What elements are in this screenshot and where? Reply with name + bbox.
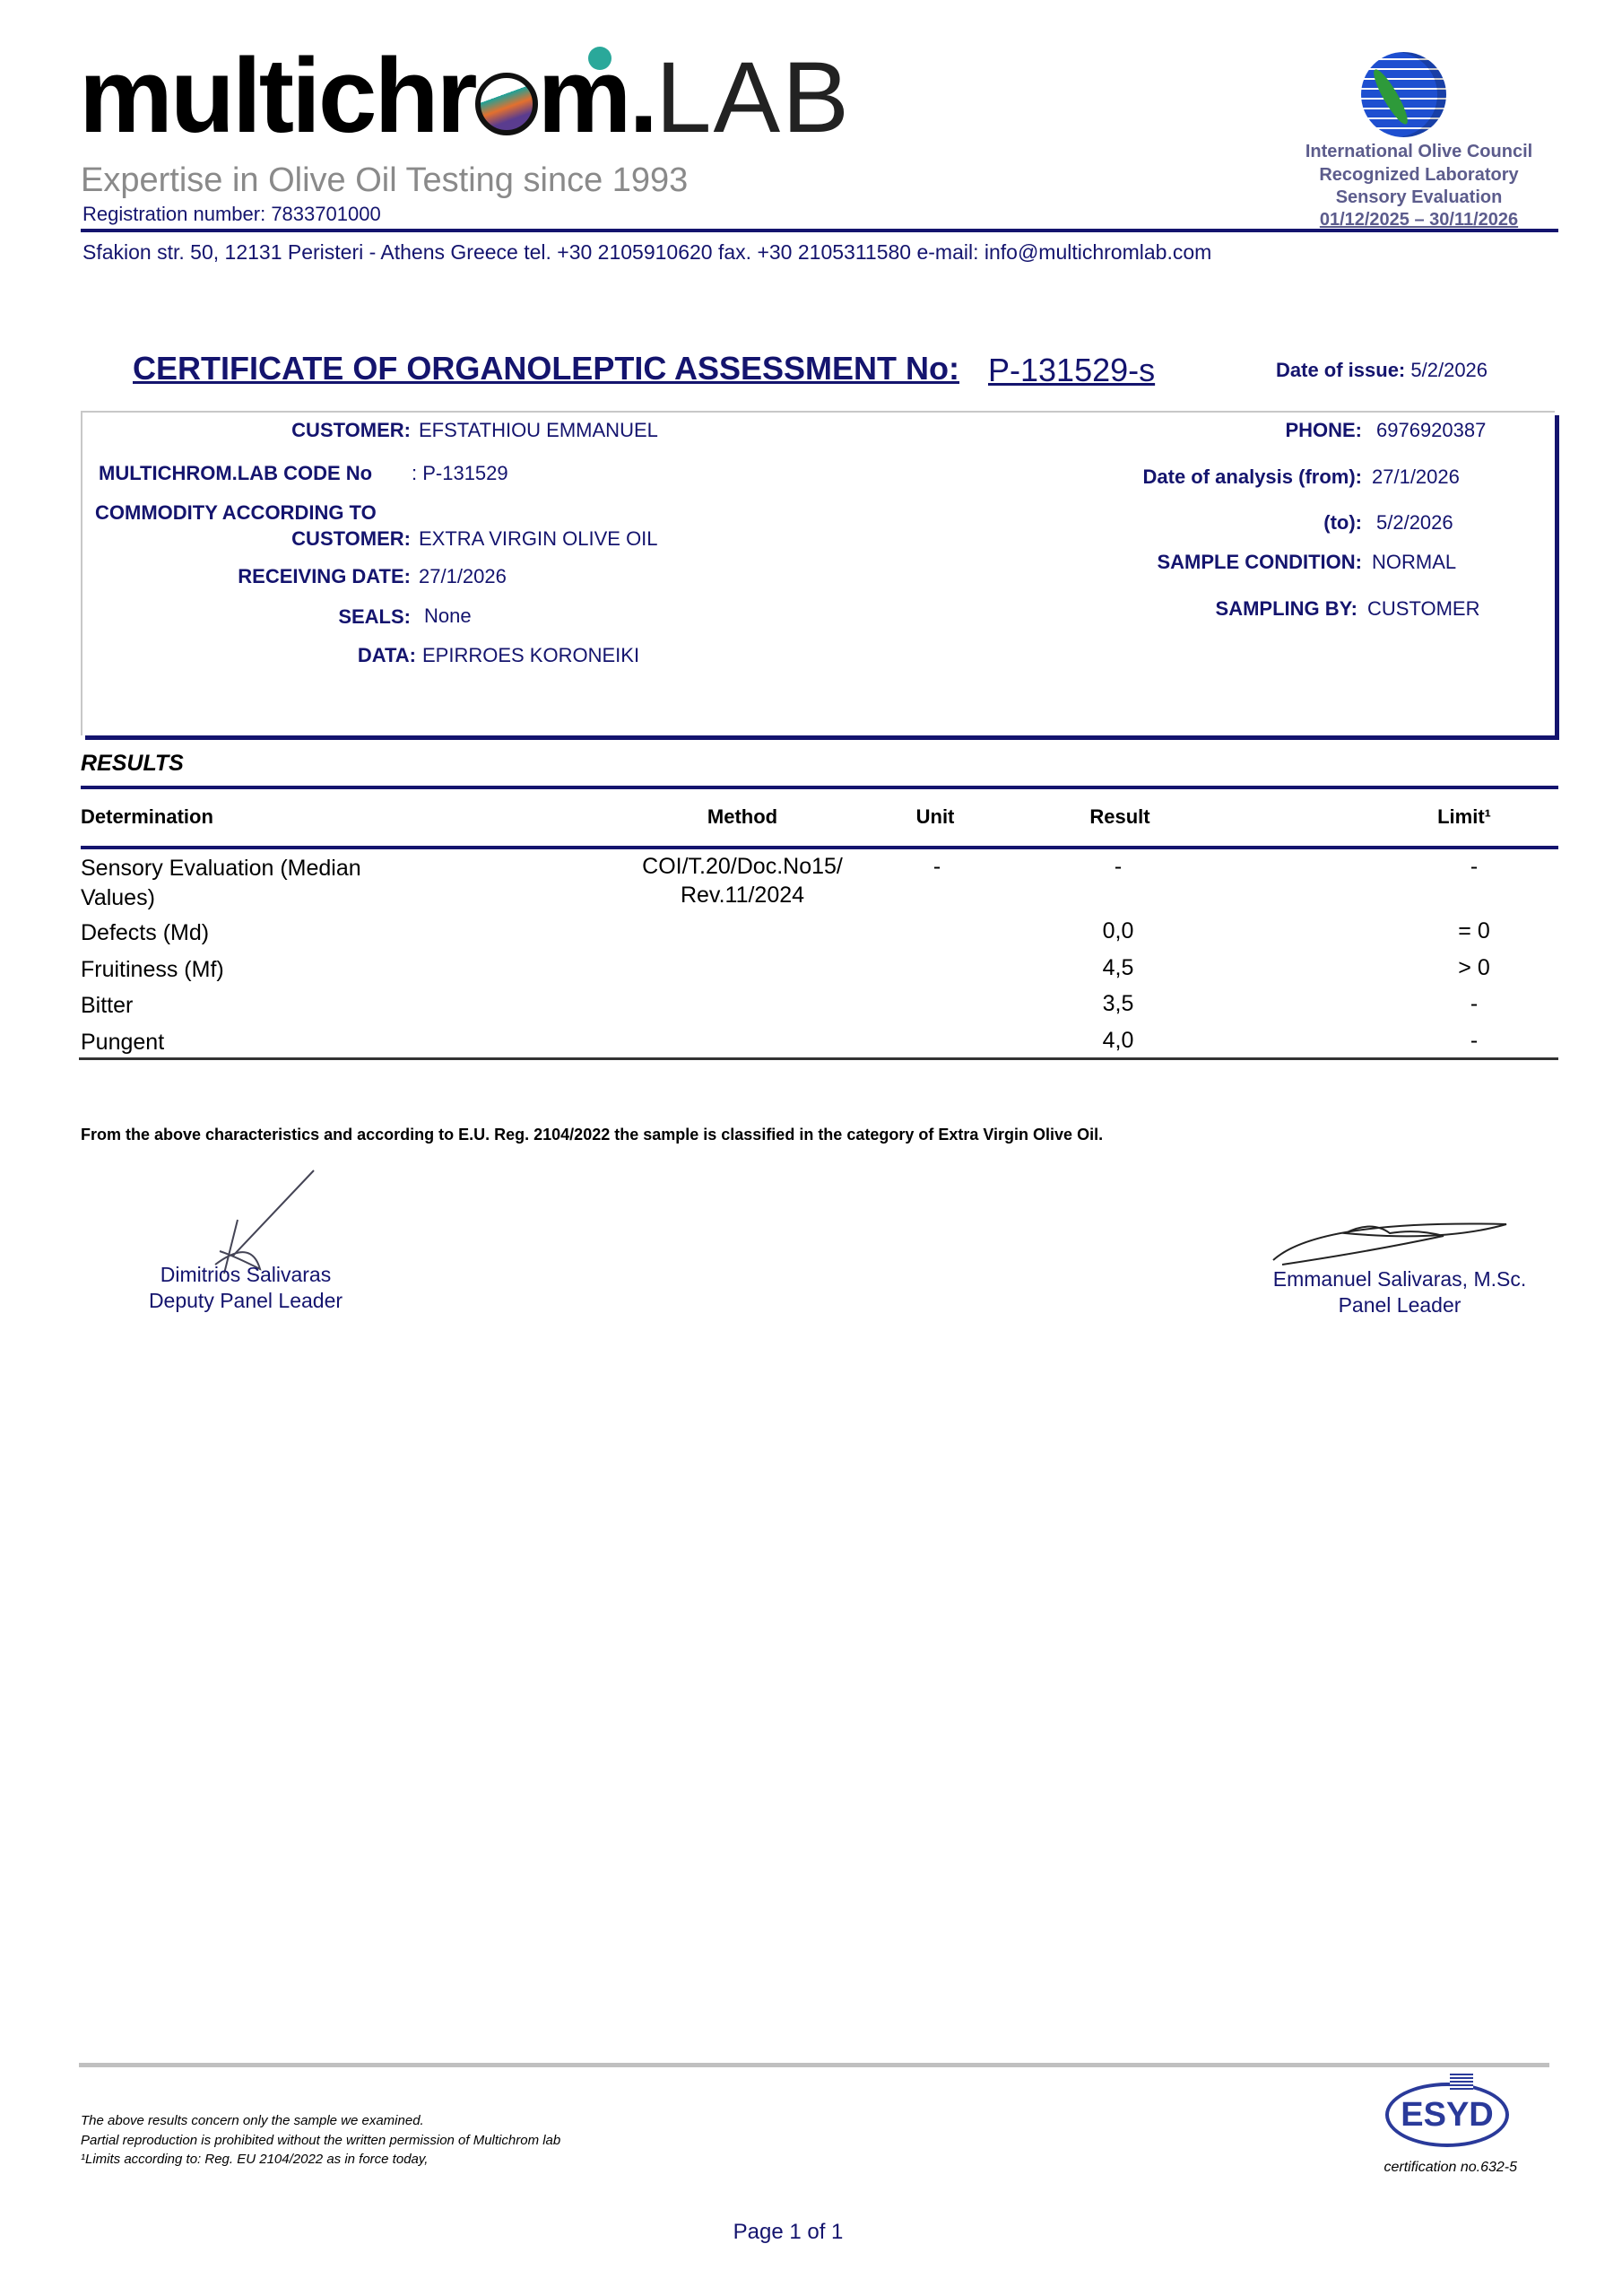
limit: > 0 xyxy=(1458,955,1490,980)
ioc-line-3: Sensory Evaluation xyxy=(1335,187,1503,207)
footer-note-3: ¹Limits according to: Reg. EU 2104/2022 … xyxy=(81,2152,429,2167)
right-signature-icon xyxy=(1272,1222,1507,1265)
phone-label: PHONE: xyxy=(1285,419,1362,441)
analysis-to-label: (to): xyxy=(1323,511,1362,534)
footer-note-1: The above results concern only the sampl… xyxy=(81,2113,424,2128)
receiving-value: 27/1/2026 xyxy=(419,565,507,587)
result: 0,0 xyxy=(1102,918,1134,944)
col-determination: Determination xyxy=(81,805,213,828)
determination-cont: Values) xyxy=(81,885,155,910)
analysis-to-value: 5/2/2026 xyxy=(1376,511,1453,534)
ioc-globe-icon xyxy=(1361,52,1446,137)
esyd-logo-icon: ESYD xyxy=(1385,2083,1509,2147)
condition-value: NORMAL xyxy=(1372,551,1457,573)
details-box xyxy=(81,411,1555,735)
seals-value: None xyxy=(424,604,472,627)
page-number: Page 1 of 1 xyxy=(733,2220,844,2244)
right-signatory-name: Emmanuel Salivaras, M.Sc. xyxy=(1272,1267,1527,1291)
certificate-number: P-131529-s xyxy=(988,352,1156,388)
results-heading: RESULTS xyxy=(81,751,184,776)
issue-date: 5/2/2026 xyxy=(1410,359,1488,381)
footer-note-2: Partial reproduction is prohibited witho… xyxy=(81,2133,561,2148)
commodity-value: EXTRA VIRGIN OLIVE OIL xyxy=(419,527,658,550)
col-result: Result xyxy=(1089,805,1150,828)
registration-number: Registration number: 7833701000 xyxy=(82,203,381,225)
customer-label: CUSTOMER: xyxy=(291,419,411,441)
left-signature-icon xyxy=(214,1170,315,1274)
esyd-logo-text: ESYD xyxy=(1401,2096,1494,2134)
unit: - xyxy=(932,854,941,879)
method: COI/T.20/Doc.No15/ xyxy=(642,854,843,879)
commodity-label: COMMODITY ACCORDING TO xyxy=(95,501,377,524)
method-cont: Rev.11/2024 xyxy=(680,883,805,908)
result: - xyxy=(1114,854,1123,879)
sampling-label: SAMPLING BY: xyxy=(1215,597,1357,620)
right-signatory-role: Panel Leader xyxy=(1338,1293,1462,1317)
date-of-issue: Date of issue: 5/2/2026 xyxy=(1276,359,1488,382)
commodity-label-2: CUSTOMER: xyxy=(291,527,411,550)
result: 4,0 xyxy=(1102,1028,1134,1053)
footer-divider xyxy=(79,2063,1549,2067)
result: 4,5 xyxy=(1102,955,1134,980)
determination: Sensory Evaluation (Median xyxy=(81,856,361,881)
flask-icon xyxy=(474,73,538,135)
results-bottom-rule xyxy=(79,1057,1558,1060)
certificate-title: CERTIFICATE OF ORGANOLEPTIC ASSESSMENT N… xyxy=(133,350,960,387)
certification-number: certification no.632-5 xyxy=(1383,2160,1517,2175)
limit: - xyxy=(1470,854,1479,879)
ioc-line-1: International Olive Council xyxy=(1305,142,1533,161)
limit: - xyxy=(1470,991,1479,1016)
sampling-value: CUSTOMER xyxy=(1367,597,1480,620)
results-top-rule xyxy=(81,786,1558,789)
analysis-from-value: 27/1/2026 xyxy=(1372,465,1460,488)
receiving-label: RECEIVING DATE: xyxy=(238,565,411,587)
determination: Fruitiness (Mf) xyxy=(81,957,224,982)
left-signatory-role: Deputy Panel Leader xyxy=(148,1289,343,1312)
condition-label: SAMPLE CONDITION: xyxy=(1157,551,1362,573)
code-label: MULTICHROM.LAB CODE No xyxy=(99,462,373,484)
col-method: Method xyxy=(707,805,778,828)
seals-label: SEALS: xyxy=(338,605,411,628)
results-header-rule xyxy=(81,846,1558,849)
address: Sfakion str. 50, 12131 Peristeri - Athen… xyxy=(82,240,1212,264)
data-label: DATA: xyxy=(357,644,416,666)
left-signatory-name: Dimitrios Salivaras xyxy=(160,1263,332,1286)
issue-label: Date of issue: xyxy=(1276,359,1406,381)
determination: Pungent xyxy=(81,1030,165,1055)
ioc-line-2: Recognized Laboratory xyxy=(1319,165,1519,185)
result: 3,5 xyxy=(1102,991,1134,1016)
determination: Defects (Md) xyxy=(81,920,210,945)
logo-bubbles-icon xyxy=(588,47,612,70)
customer-value: EFSTATHIOU EMMANUEL xyxy=(419,419,658,441)
code-value: : P-131529 xyxy=(412,462,508,484)
col-unit: Unit xyxy=(915,805,955,828)
data-value: EPIRROES KORONEIKI xyxy=(422,644,640,666)
col-limit: Limit¹ xyxy=(1437,805,1491,828)
header-divider xyxy=(81,229,1558,232)
limit: - xyxy=(1470,1028,1479,1053)
limit: = 0 xyxy=(1458,918,1490,944)
classification-statement: From the above characteristics and accor… xyxy=(81,1126,1104,1144)
multichrom-logo: multichr m.LAB xyxy=(79,37,851,155)
ioc-validity: 01/12/2025 – 30/11/2026 xyxy=(1319,210,1519,230)
analysis-from-label: Date of analysis (from): xyxy=(1142,465,1363,488)
phone-value: 6976920387 xyxy=(1376,419,1487,441)
greek-flag-icon xyxy=(1450,2074,1473,2090)
tagline: Expertise in Olive Oil Testing since 199… xyxy=(81,161,689,199)
determination: Bitter xyxy=(81,993,134,1018)
